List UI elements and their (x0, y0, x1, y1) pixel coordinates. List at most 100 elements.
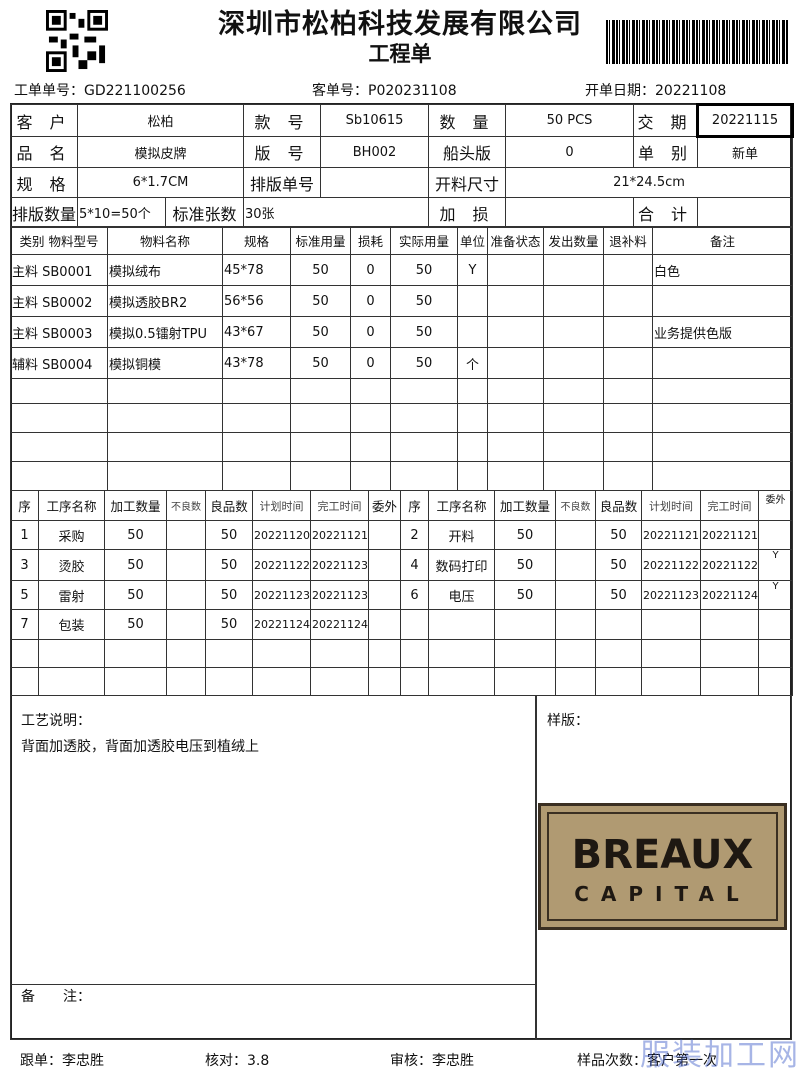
table-cell: 50 (290, 285, 351, 317)
label-quantity: 数 量 (428, 104, 507, 137)
table-cell: 50 (205, 520, 253, 550)
table-cell: 采购 (38, 520, 105, 550)
divider (11, 984, 535, 985)
table-cell: 委外 (758, 490, 793, 521)
table-cell (10, 639, 39, 668)
table-cell: 0 (350, 254, 391, 286)
table-cell (104, 667, 167, 696)
table-cell: 完工时间 (310, 490, 369, 521)
table-cell: 3 (10, 549, 39, 581)
table-cell (400, 609, 429, 640)
table-row: 1 采购 50 50 20221120 20221121 2 开料 50 50 20221121 20… (10, 520, 793, 550)
table-cell: 6 (400, 580, 429, 610)
table-cell: 个 (457, 347, 488, 379)
value-quantity: 50 PCS (505, 104, 635, 137)
table-cell (252, 639, 311, 668)
value-delivery: 20221115 (696, 103, 795, 138)
value-customer: 松柏 (76, 104, 245, 137)
table-cell: 50 (390, 285, 458, 317)
table-cell (10, 432, 108, 462)
table-row (10, 403, 793, 433)
table-cell (390, 432, 458, 462)
check: 核对：3.8 (205, 1053, 270, 1069)
table-cell (107, 378, 223, 404)
notes-label: 工艺说明： (21, 713, 91, 729)
table-cell (400, 667, 429, 696)
table-cell (652, 347, 793, 379)
table-cell: 加工数量 (494, 490, 556, 521)
value-version: BH002 (320, 136, 430, 168)
table-cell: 包装 (38, 609, 105, 640)
table-cell: 完工时间 (700, 490, 759, 521)
value-layout-no (320, 167, 430, 198)
table-cell: 良品数 (205, 490, 253, 521)
table-cell: 20221124 (700, 580, 759, 610)
table-cell: 备注 (652, 226, 793, 255)
table-cell: 4 (400, 549, 429, 581)
label-customer: 客 户 (10, 104, 78, 137)
table-cell (494, 667, 556, 696)
table-cell: 56*56 (222, 285, 291, 317)
table-cell (555, 667, 596, 696)
order-number: 工单单号：GD221100256 (14, 83, 186, 99)
table-cell (457, 403, 488, 433)
table-cell (428, 667, 495, 696)
table-cell: 43*67 (222, 316, 291, 348)
follow-up: 跟单：李忠胜 (20, 1053, 104, 1069)
table-cell (652, 403, 793, 433)
label-std-sheets: 标准张数 (164, 197, 245, 228)
table-cell: 50 (104, 520, 167, 550)
table-row (10, 667, 793, 696)
table-cell (487, 285, 544, 317)
table-cell (205, 667, 253, 696)
value-style-no: Sb10615 (320, 104, 430, 137)
table-cell: 开料 (428, 520, 495, 550)
table-row (10, 432, 793, 462)
table-cell (252, 667, 311, 696)
table-cell: 模拟铜模 (107, 347, 223, 379)
table-cell (543, 432, 604, 462)
value-product: 模拟皮牌 (76, 136, 245, 168)
table-cell (603, 432, 653, 462)
table-cell (700, 609, 759, 640)
table-cell (555, 549, 596, 581)
table-cell: Y (758, 580, 793, 610)
table-row (10, 461, 793, 491)
table-row: 主料 SB0001 模拟绒布 45*78 50 0 50 Y 白色 (10, 254, 793, 286)
value-std-sheets: 30张 (243, 197, 430, 228)
label-product: 品 名 (10, 136, 78, 168)
table-cell: 计划时间 (641, 490, 701, 521)
value-bow-plate: 0 (505, 136, 635, 168)
table-cell: 20221121 (641, 520, 701, 550)
table-cell (652, 285, 793, 317)
table-cell (595, 667, 642, 696)
label-total: 合 计 (633, 197, 699, 228)
table-cell (652, 378, 793, 404)
table-cell (555, 609, 596, 640)
table-cell (543, 347, 604, 379)
table-cell: 模拟透胶BR2 (107, 285, 223, 317)
table-cell: 退补料 (603, 226, 653, 255)
process-table: 序工序名称 加工数量 不良数 良品数 计划时间 完工时间 委外序工序名称 加工数量 不良数 良品数… (10, 490, 793, 696)
table-cell: 损耗 (350, 226, 391, 255)
table-cell: 准备状态 (487, 226, 544, 255)
table-cell: 2 (400, 520, 429, 550)
table-cell (390, 461, 458, 491)
table-cell (457, 461, 488, 491)
table-row: 7 包装 50 50 20221124 20221124 (10, 609, 793, 640)
label-version: 版 号 (243, 136, 322, 168)
table-cell: 20221124 (252, 609, 311, 640)
table-cell (368, 639, 401, 668)
table-cell: 20221123 (641, 580, 701, 610)
table-cell: 50 (290, 316, 351, 348)
table-cell (758, 520, 793, 550)
table-cell: 7 (10, 609, 39, 640)
table-cell (487, 347, 544, 379)
label-spec: 规 格 (10, 167, 78, 198)
table-cell (457, 432, 488, 462)
table-cell (494, 639, 556, 668)
table-cell: 20221122 (641, 549, 701, 581)
header-table: 客 户 松柏 款 号 Sb10615 数 量 50 PCS 交 期 202211… (10, 103, 795, 228)
value-order-type: 新单 (697, 136, 794, 168)
table-cell (487, 432, 544, 462)
